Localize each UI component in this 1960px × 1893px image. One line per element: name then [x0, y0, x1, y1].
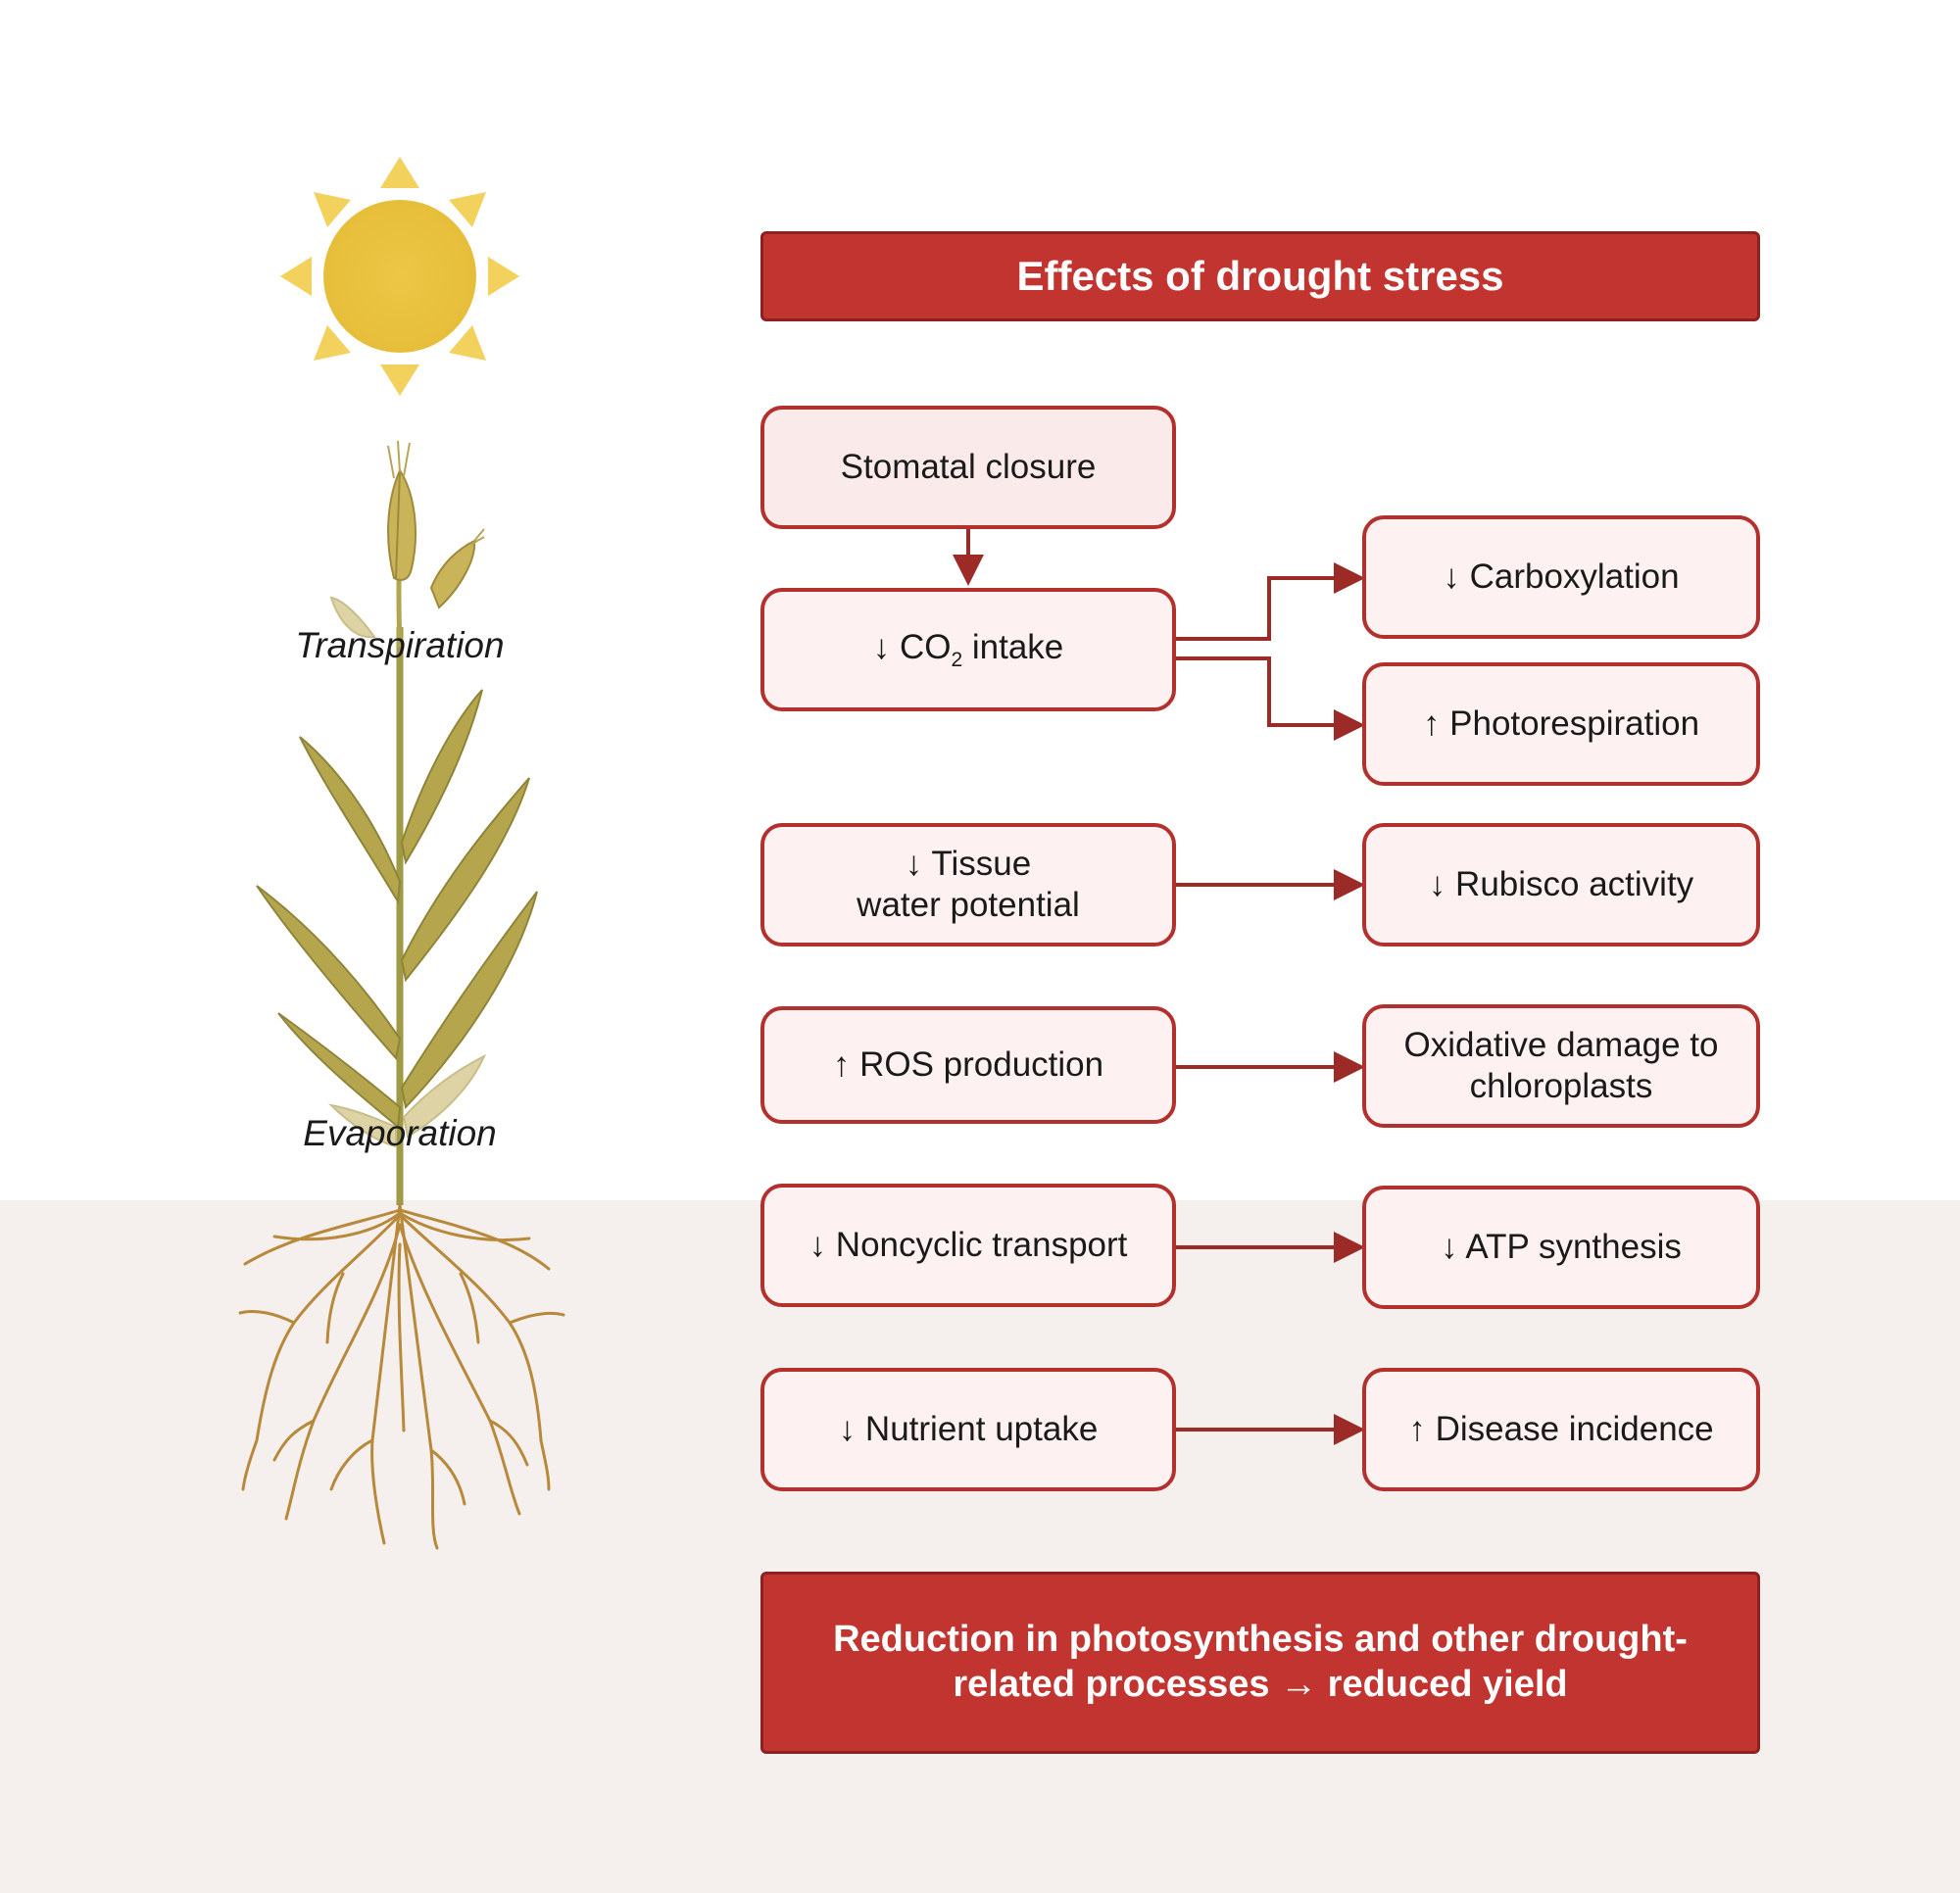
co2-prefix: CO [899, 627, 952, 666]
box-stomatal-closure: Stomatal closure [760, 406, 1176, 529]
soil-background [0, 1200, 1960, 1893]
header-title: Effects of drought stress [760, 231, 1760, 321]
box-carboxylation: ↓ Carboxylation [1362, 515, 1760, 639]
box-rubisco-text: ↓ Rubisco activity [1428, 865, 1694, 903]
box-ros-production: ↑ ROS production [760, 1006, 1176, 1124]
box-disease-text: ↑ Disease incidence [1408, 1410, 1714, 1448]
sun-icon [280, 157, 519, 396]
co2-suffix: intake [962, 627, 1064, 666]
box-tissue-water-potential: ↓ Tissue water potential [760, 823, 1176, 946]
box-oxidative-damage: Oxidative damage to chloroplasts [1362, 1004, 1760, 1128]
conclusion-line2: related processes → reduced yield [953, 1664, 1568, 1705]
box-co2-intake-text: ↓ CO2 intake [873, 627, 1064, 672]
box-photorespiration-text: ↑ Photorespiration [1422, 704, 1700, 743]
box-oxidative-line2: chloroplasts [1469, 1067, 1653, 1105]
evaporation-label: Evaporation [303, 1113, 497, 1153]
box-rubisco-activity: ↓ Rubisco activity [1362, 823, 1760, 946]
root-system-icon [238, 1203, 565, 1550]
box-noncyclic-transport: ↓ Noncyclic transport [760, 1184, 1176, 1307]
transpiration-label: Transpiration [295, 625, 505, 665]
box-atp-synthesis: ↓ ATP synthesis [1362, 1186, 1760, 1309]
box-tissue-line1: ↓ Tissue [905, 845, 1032, 883]
box-co2-intake: ↓ CO2 intake [760, 588, 1176, 711]
wheat-plant-icon [256, 440, 538, 1205]
co2-arrow: ↓ [872, 627, 891, 666]
co2-sub: 2 [951, 648, 963, 671]
box-photorespiration: ↑ Photorespiration [1362, 662, 1760, 786]
box-nutrient-text: ↓ Nutrient uptake [838, 1410, 1099, 1448]
box-tissue-line2: water potential [857, 886, 1080, 924]
conclusion-line1: Reduction in photosynthesis and other dr… [833, 1619, 1688, 1661]
box-stomatal-closure-text: Stomatal closure [840, 448, 1097, 486]
box-nutrient-uptake: ↓ Nutrient uptake [760, 1368, 1176, 1491]
box-carboxylation-text: ↓ Carboxylation [1443, 558, 1680, 596]
header-title-text: Effects of drought stress [1016, 253, 1504, 299]
conclusion-banner: Reduction in photosynthesis and other dr… [760, 1572, 1760, 1754]
box-ros-text: ↑ ROS production [832, 1045, 1104, 1084]
box-noncyclic-text: ↓ Noncyclic transport [808, 1226, 1128, 1264]
box-atp-text: ↓ ATP synthesis [1441, 1228, 1682, 1266]
box-oxidative-line1: Oxidative damage to [1403, 1026, 1719, 1064]
box-disease-incidence: ↑ Disease incidence [1362, 1368, 1760, 1491]
